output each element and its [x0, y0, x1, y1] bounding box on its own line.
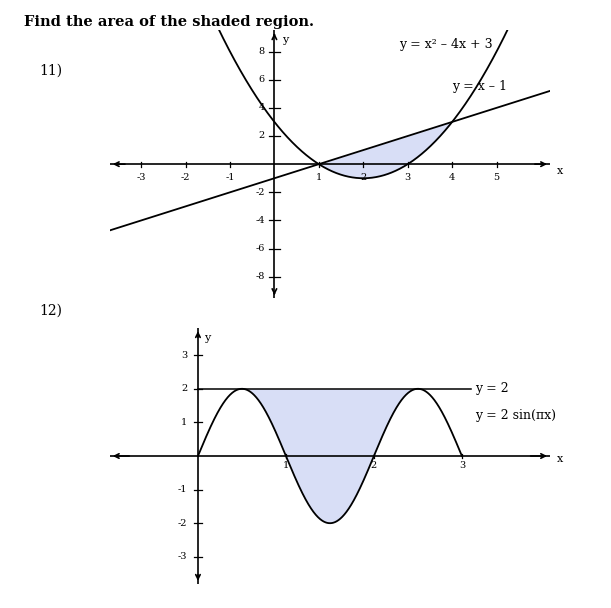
- Text: y: y: [282, 35, 288, 44]
- Text: 2: 2: [258, 131, 265, 140]
- Text: -6: -6: [255, 244, 265, 253]
- Text: 1: 1: [181, 418, 188, 427]
- Text: 8: 8: [258, 47, 265, 56]
- Text: x: x: [557, 454, 563, 465]
- Text: 5: 5: [494, 173, 500, 182]
- Text: 2: 2: [371, 461, 377, 470]
- Text: -1: -1: [178, 485, 188, 494]
- Text: -3: -3: [136, 173, 146, 182]
- Text: y = x – 1: y = x – 1: [452, 80, 507, 93]
- Text: 1: 1: [316, 173, 322, 182]
- Text: 3: 3: [181, 351, 188, 360]
- Text: y: y: [204, 333, 210, 344]
- Text: -2: -2: [178, 519, 188, 528]
- Text: 11): 11): [40, 64, 63, 78]
- Text: 4: 4: [449, 173, 455, 182]
- Text: Find the area of the shaded region.: Find the area of the shaded region.: [24, 15, 315, 29]
- Text: 2: 2: [181, 384, 188, 393]
- Text: 2: 2: [360, 173, 367, 182]
- Text: -3: -3: [178, 552, 188, 561]
- Text: 4: 4: [258, 103, 265, 112]
- Text: 3: 3: [404, 173, 411, 182]
- Text: y = 2: y = 2: [475, 382, 509, 395]
- Text: 6: 6: [258, 75, 265, 84]
- Text: -8: -8: [255, 272, 265, 282]
- Text: -2: -2: [181, 173, 190, 182]
- Text: 12): 12): [40, 304, 63, 318]
- Text: -2: -2: [255, 188, 265, 197]
- Text: -1: -1: [225, 173, 235, 182]
- Text: y = 2 sin(πx): y = 2 sin(πx): [475, 409, 556, 422]
- Text: 3: 3: [459, 461, 465, 470]
- Text: y = x² – 4x + 3: y = x² – 4x + 3: [399, 38, 492, 51]
- Text: 1: 1: [283, 461, 289, 470]
- Text: x: x: [557, 166, 563, 176]
- Text: -4: -4: [255, 216, 265, 225]
